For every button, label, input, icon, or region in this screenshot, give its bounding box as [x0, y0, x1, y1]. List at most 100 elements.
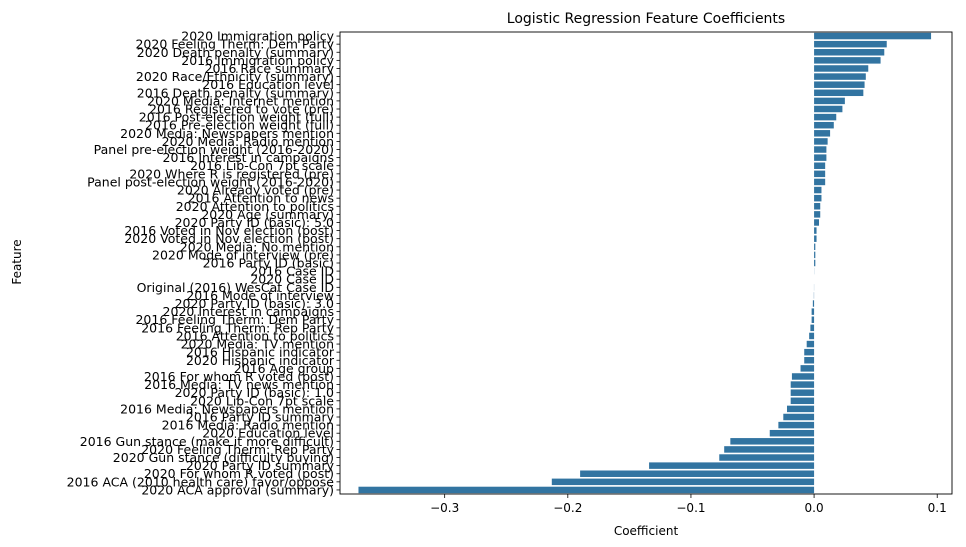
y-tick-label: 2016 Case ID	[250, 264, 334, 279]
bar	[814, 186, 822, 194]
bar	[814, 259, 816, 267]
y-tick-label: 2020 Already voted (pre)	[177, 183, 334, 198]
y-tick-label: 2016 Education level	[202, 77, 334, 92]
y-tick-label: 2020 Feeling Therm: Rep Party	[141, 442, 334, 457]
bar	[814, 130, 831, 137]
y-tick-label: 2020 Immigration policy	[181, 29, 334, 44]
bar	[814, 40, 887, 48]
bar	[649, 462, 815, 469]
y-tick-label: 2020 Race/Ethnicity (summary)	[136, 69, 334, 84]
bar	[809, 332, 815, 340]
y-axis-label: Feature	[10, 239, 24, 284]
y-tick-label: 2016 Mode of interview	[186, 288, 334, 303]
y-tick-label: 2016 Death penalty (summary)	[137, 85, 334, 100]
y-tick-label: 2016 Feeling Therm: Dem Party	[135, 312, 334, 327]
y-tick-label: 2016 Attention to news	[188, 191, 334, 206]
bar	[814, 138, 828, 145]
y-tick-label: 2016 Post-election weight (full)	[139, 110, 334, 125]
y-tick-label: 2016 Party ID (basic)	[203, 256, 334, 271]
bar	[358, 486, 815, 494]
y-tick-label: 2020 ACA approval (summary)	[141, 482, 334, 497]
bar	[814, 194, 822, 202]
y-tick-label: 2020 Party ID (basic): 1.0	[175, 385, 334, 400]
bar	[814, 219, 820, 226]
bar	[814, 170, 826, 178]
x-tick-label: 0.1	[928, 501, 947, 515]
y-tick-label: 2016 Media: Newspapers mention	[120, 401, 334, 416]
x-tick-label: −0.1	[676, 501, 705, 515]
y-tick-label: 2016 Party ID summary	[186, 410, 335, 425]
x-ticks: −0.3 −0.2 −0.1 0.0 0.1	[430, 494, 947, 515]
y-tick-label: 2020 Gun stance (difficulty buying)	[113, 450, 334, 465]
bar	[791, 373, 815, 380]
y-tick-label: 2020 Attention to politics	[176, 199, 334, 214]
y-tick-label: 2016 Gun stance (make it more difficult)	[80, 434, 334, 449]
y-tick-label: 2020 Party ID summary	[186, 458, 335, 473]
bar	[814, 81, 865, 88]
bar	[769, 429, 815, 437]
y-tick-label: 2016 Registered to vote (pre)	[149, 102, 334, 117]
y-tick-label: 2020 Media: Radio mention	[162, 134, 334, 149]
bar	[814, 65, 869, 72]
bar	[811, 308, 815, 315]
bar	[814, 57, 881, 64]
bar	[814, 73, 866, 80]
bar	[790, 389, 815, 396]
bar	[790, 397, 815, 405]
y-tick-label: Panel pre-election weight (2016-2020)	[94, 142, 334, 157]
bar	[814, 251, 816, 259]
bar	[719, 454, 815, 461]
bar	[814, 105, 843, 113]
y-tick-label: 2016 Immigration policy	[181, 53, 334, 68]
y-tick-label: 2020 Media: TV mention	[181, 337, 334, 352]
bar	[814, 49, 885, 56]
bar	[551, 478, 815, 486]
y-tick-label: Panel post-election weight (2016-2020)	[87, 174, 334, 189]
y-tick-label: 2020 Media: Internet mention	[147, 93, 334, 108]
bar	[814, 211, 821, 218]
bar	[810, 324, 815, 332]
x-tick-label: 0.0	[805, 501, 824, 515]
bar	[814, 243, 816, 251]
y-tick-label: 2020 Interest in campaigns	[163, 304, 334, 319]
y-tick-label: 2020 Where R is registered (pre)	[129, 166, 334, 181]
y-tick-label: 2020 Mode of interview (pre)	[152, 247, 334, 262]
bar	[806, 340, 815, 348]
y-tick-label: 2016 Interest in campaigns	[163, 150, 334, 165]
y-tick-label: 2016 Hispanic indicator	[186, 345, 335, 360]
x-axis-label: Coefficient	[614, 524, 679, 538]
y-tick-label: 2020 Lib-Con 7pt scale	[190, 393, 334, 408]
bar	[800, 365, 815, 372]
bar	[811, 316, 815, 323]
y-tick-label: 2016 Race summary	[205, 61, 335, 76]
bar	[814, 178, 826, 186]
y-tick-label: 2020 Hispanic indicator	[186, 353, 335, 368]
y-tick-label: 2016 Attention to politics	[176, 328, 334, 343]
bar	[783, 413, 815, 421]
y-tick-label: 2020 Voted in Nov election (post)	[124, 231, 334, 246]
bar	[730, 438, 815, 445]
y-tick-label: 2016 Age group	[234, 361, 334, 376]
bar	[814, 162, 826, 169]
bar	[814, 235, 817, 242]
y-tick-label: 2020 Death penalty (summary)	[137, 45, 334, 60]
y-tick-label: 2016 Lib-Con 7pt scale	[190, 158, 334, 173]
bar	[814, 32, 932, 40]
y-tick-label: 2016 Pre-election weight (full)	[145, 118, 334, 133]
y-tick-label: 2020 Education level	[202, 426, 334, 441]
y-tick-label: 2020 Media: Newspapers mention	[120, 126, 334, 141]
y-tick-label: 2020 Party ID (basic): 5.0	[175, 215, 334, 230]
plot-frame	[339, 31, 953, 495]
bar	[814, 146, 827, 153]
bar	[778, 421, 815, 429]
y-tick-label: 2016 ACA (2010 health care) favor/oppose	[67, 474, 335, 489]
y-tick-label: 2020 Feeling Therm: Dem Party	[135, 37, 334, 52]
bar	[812, 300, 815, 307]
x-tick-label: −0.2	[553, 501, 582, 515]
bar	[724, 446, 815, 453]
bar	[786, 405, 815, 413]
y-tick-label: 2020 Age (summary)	[201, 207, 334, 222]
y-tick-label: 2016 Media: Radio mention	[162, 418, 334, 433]
